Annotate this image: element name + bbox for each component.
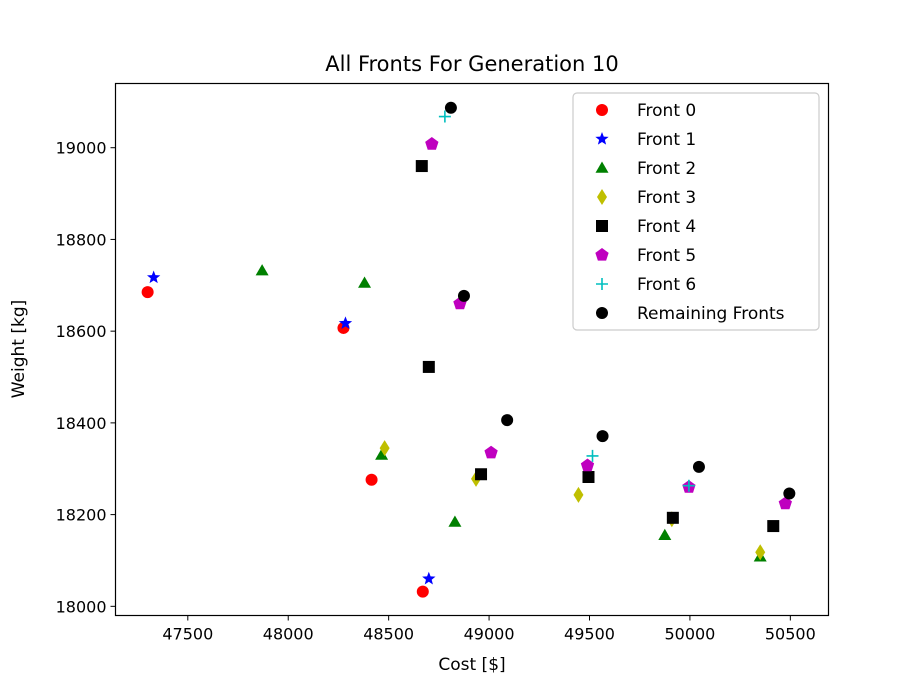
legend-box [572,92,820,331]
y-tick-label: 18200 [56,506,107,525]
x-tick-label: 47500 [162,625,213,644]
legend-marker [595,132,609,145]
data-point-s1-2 [422,571,436,585]
y-tick-label: 18600 [56,322,107,341]
y-tick-label: 19000 [56,139,107,158]
legend-label: Front 1 [637,130,696,150]
data-point-s0-3 [416,585,429,598]
data-point-s3-0 [379,440,390,457]
data-point-s0-0 [141,286,154,299]
chart-title: All Fronts For Generation 10 [325,52,618,76]
legend-marker [595,248,609,261]
data-point-s7-5 [783,487,796,500]
data-point-s5-2 [484,445,498,459]
data-point-s7-2 [501,414,514,427]
plot-frame [114,82,830,617]
legend-label: Front 4 [637,217,696,237]
legend-label: Front 0 [637,101,696,121]
x-tick-label: 49500 [564,625,615,644]
legend-marker [595,161,609,173]
legend-label: Front 2 [637,159,696,179]
data-point-s4-1 [422,360,435,373]
data-point-s5-5 [778,496,792,510]
x-tick-label: 50500 [765,625,816,644]
data-point-s4-5 [767,520,780,533]
data-point-s2-1 [358,276,372,288]
y-axis-ticks: 18000 18200 18400 18600 18800 19000 [56,139,116,616]
data-point-s2-2 [375,448,389,460]
legend-marker [597,189,607,205]
legend-marker [596,104,608,116]
data-point-s1-0 [147,270,161,284]
data-point-s2-3 [448,515,462,527]
data-point-s7-1 [457,289,470,302]
legend-marker [596,307,608,319]
x-tick-label: 48000 [263,625,314,644]
legend-label: Front 6 [637,275,696,295]
x-axis-ticks: 47500 48000 48500 49000 49500 50000 50500 [162,615,816,644]
data-point-s4-0 [415,160,428,173]
legend-marker [596,220,608,232]
data-markers [141,101,796,598]
data-point-s1-1 [338,316,353,330]
data-point-s2-0 [255,264,269,276]
x-tick-label: 48500 [363,625,414,644]
data-point-s7-0 [444,101,457,114]
data-point-s6-2 [682,479,695,492]
y-tick-label: 18400 [56,414,107,433]
data-point-s4-3 [582,470,595,483]
y-tick-label: 18800 [56,230,107,249]
legend-label: Remaining Fronts [637,304,785,324]
data-point-s4-2 [475,468,488,481]
data-point-s5-3 [580,458,595,472]
data-point-s5-0 [425,137,439,150]
data-point-s0-2 [365,473,378,486]
y-axis-label: Weight [kg] [9,300,29,399]
data-point-s6-0 [438,110,451,123]
y-tick-label: 18000 [56,597,107,616]
data-point-s3-2 [573,486,584,503]
data-point-s6-1 [586,449,599,462]
x-axis-label: Cost [$] [438,655,505,675]
x-tick-label: 50000 [664,625,715,644]
data-point-s3-4 [755,544,766,561]
data-point-s4-4 [666,511,679,524]
data-point-s7-4 [692,460,705,473]
legend-label: Front 5 [637,246,696,266]
data-point-s7-3 [596,430,609,443]
x-tick-label: 49000 [464,625,515,644]
legend: Front 0 Front 1 Front 2 Front 3 Front 4 Front… [572,92,820,331]
data-point-s2-4 [658,528,672,540]
legend-label: Front 3 [637,188,696,208]
legend-marker [596,278,608,290]
